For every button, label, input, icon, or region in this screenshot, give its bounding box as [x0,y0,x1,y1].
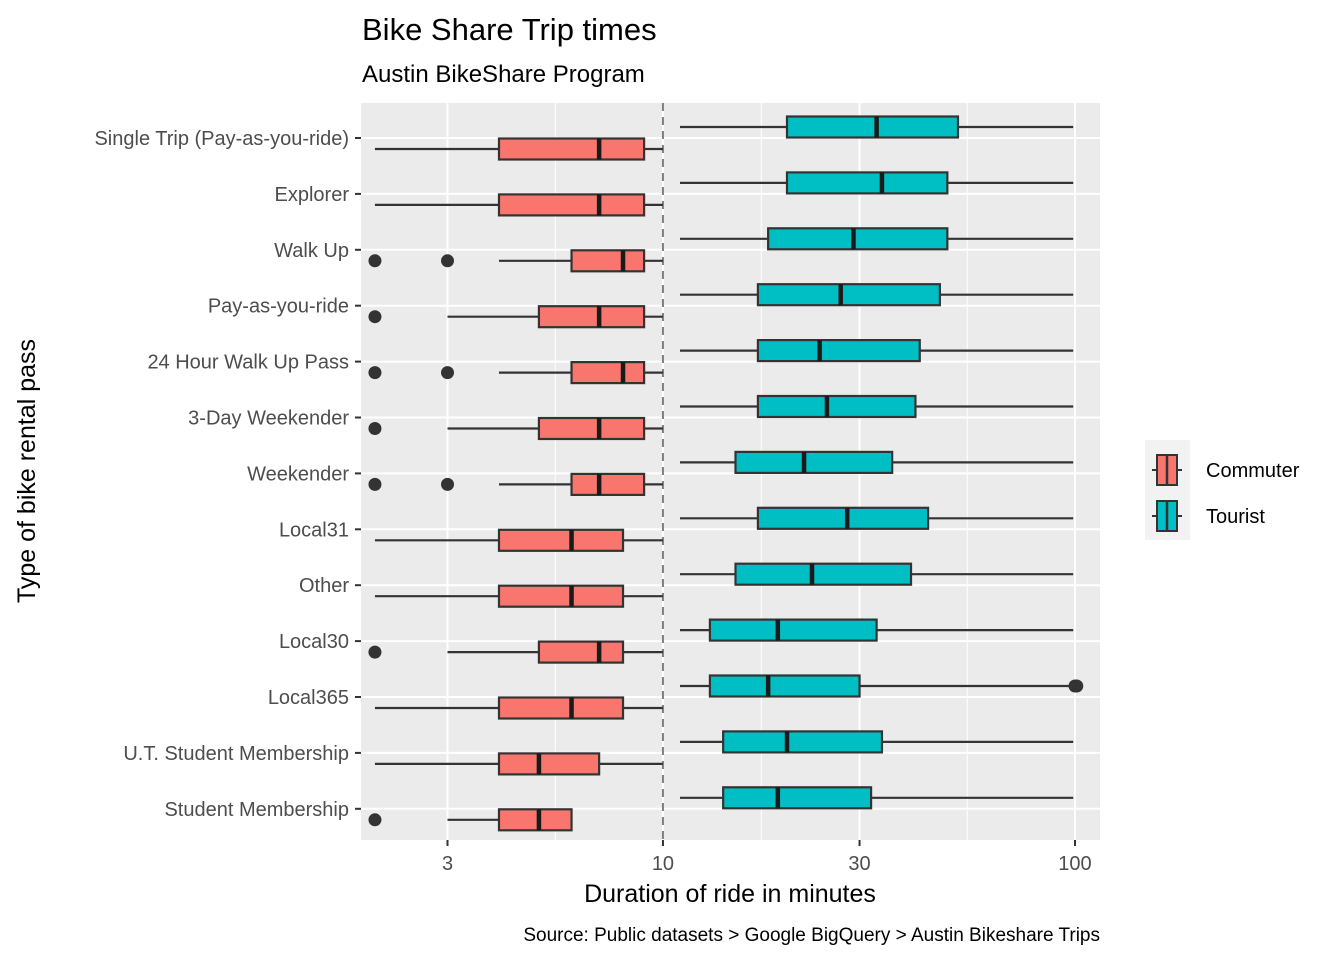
box [756,283,941,307]
box [497,528,625,552]
boxplot-commuter [374,584,663,608]
boxplot-commuter [368,416,663,441]
y-tick-label: Local30 [279,631,349,653]
y-tick-label: Single Trip (Pay-as-you-ride) [94,128,349,150]
boxplot-tourist [680,618,1074,642]
boxplot-commuter [368,361,663,385]
y-tick-label: Explorer [275,184,350,206]
outlier-point [368,645,382,659]
y-tick-label: Local31 [279,519,349,541]
box [734,562,913,586]
box [497,584,625,608]
boxplot-commuter [368,249,663,273]
box [537,416,646,441]
boxplot-commuter [374,696,663,720]
boxplot-tourist [680,450,1074,474]
x-tick-label: 100 [1058,853,1091,875]
box [708,674,861,698]
box [497,696,625,720]
boxplot-tourist [680,506,1074,530]
box-layer [368,115,1084,832]
box [570,249,646,273]
boxplot-tourist [680,171,1074,195]
box [722,786,873,810]
box [537,305,646,329]
x-tick-label: 10 [652,853,674,875]
boxplot-tourist [680,394,1074,419]
y-tick-label: Other [299,575,349,597]
outlier-point [368,254,382,268]
chart-title: Bike Share Trip times [362,12,657,47]
outlier-point [368,310,382,324]
boxplot-commuter [368,472,663,496]
boxplot-tourist [680,562,1074,586]
box [756,339,921,363]
y-tick-label: U.T. Student Membership [123,743,349,765]
y-axis-title: Type of bike rental pass [13,339,41,603]
boxplot-commuter [368,640,663,664]
x-axis: 3 10 30 100 [442,840,1092,875]
boxplot-tourist [680,674,1084,698]
box [785,171,949,195]
box [497,137,646,161]
y-tick-label: Weekender [247,463,349,485]
boxplot-tourist [680,227,1074,251]
boxplot-commuter [374,193,663,217]
outlier-point [1070,679,1084,693]
y-tick-label: 24 Hour Walk Up Pass [147,352,349,374]
y-tick-label: Walk Up [274,240,349,262]
boxplot-commuter [374,528,663,552]
y-tick-label: 3-Day Weekender [188,408,349,430]
chart-caption: Source: Public datasets > Google BigQuer… [523,925,1100,946]
outlier-point [368,477,382,491]
outlier-point [441,254,455,268]
box [497,193,646,217]
box [767,227,949,251]
box [722,730,884,754]
x-axis-title: Duration of ride in minutes [584,880,876,908]
outlier-point [368,422,382,435]
box [756,394,917,419]
outlier-point [368,366,382,380]
y-axis: Single Trip (Pay-as-you-ride) Explorer Wal… [94,128,361,821]
box [570,472,646,496]
box [708,618,878,642]
legend-label-tourist: Tourist [1206,506,1265,528]
x-tick-label: 30 [848,853,870,875]
plot-panel [361,103,1100,840]
y-tick-label: Pay-as-you-ride [208,296,349,318]
y-tick-label: Local365 [268,687,349,709]
box [497,752,601,776]
boxplot-tourist [680,339,1074,363]
box [570,361,646,385]
outlier-point [368,813,382,827]
boxplot-commuter [368,305,663,329]
boxplot-commuter [368,808,573,832]
chart-subtitle: Austin BikeShare Program [362,61,645,88]
box [497,808,573,832]
box [756,506,930,530]
legend-label-commuter: Commuter [1206,460,1300,482]
x-tick-label: 3 [442,853,453,875]
boxplot-commuter [374,752,663,776]
boxplot-tourist [680,115,1074,139]
boxplot-tourist [680,730,1074,754]
box [785,115,960,139]
outlier-point [441,477,455,491]
boxplot-commuter [374,137,663,161]
legend: Commuter Tourist [1145,440,1300,540]
y-tick-label: Student Membership [164,799,349,821]
boxplot-tourist [680,786,1074,810]
box [537,640,625,664]
box [734,450,894,474]
outlier-point [441,366,455,380]
boxplot-tourist [680,283,1074,307]
